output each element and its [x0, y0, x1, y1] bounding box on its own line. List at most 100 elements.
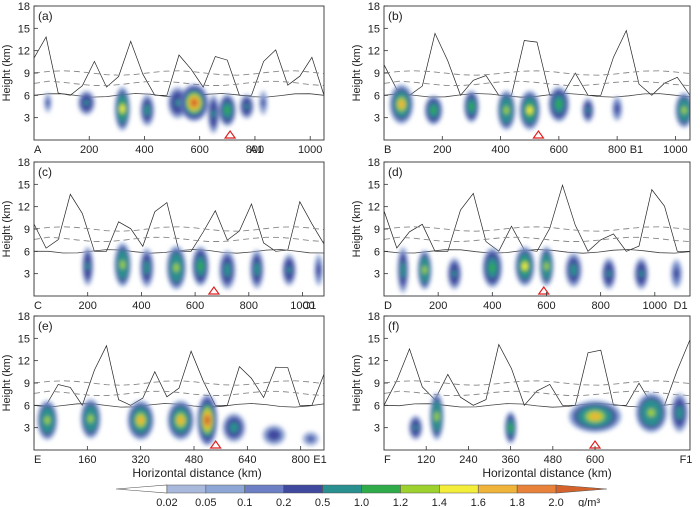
- precip-cell-mark: [681, 106, 687, 114]
- colorbar-swatch: [400, 484, 440, 494]
- precip-cell-mark: [224, 106, 230, 114]
- y-tick-label: 3: [374, 269, 380, 281]
- colorbar-tick-label: 0.2: [276, 497, 291, 507]
- y-tick-label: 18: [18, 157, 30, 169]
- isotherm-dashed-line: [34, 70, 324, 76]
- colorbar-swatch: [477, 484, 518, 494]
- y-axis-label: Height (km): [351, 45, 363, 102]
- x-tick-label: 400: [135, 144, 153, 156]
- precip-cell-mark: [555, 100, 562, 108]
- y-tick-label: 15: [368, 179, 380, 191]
- x-tick-label: 1000: [290, 300, 314, 312]
- panel-label: (e): [38, 319, 53, 333]
- isotherm-dashed-line: [34, 390, 324, 397]
- x-tick-label: 1000: [643, 300, 667, 312]
- precip-cell-mark: [204, 415, 211, 426]
- precip-cell-mark: [177, 416, 185, 425]
- precip-cell-mark: [638, 270, 644, 278]
- y-tick-label: 18: [18, 1, 30, 13]
- x-tick-label: 480: [185, 454, 203, 466]
- panel-label: (a): [38, 9, 53, 23]
- colorbar: 0.02 0.05 0.1 0.2 0.5 1.0 1.2 1.4 1.6 1.8 2.0 g/m³: [115, 484, 608, 507]
- colorbar-swatch: [115, 484, 168, 494]
- colorbar-tick-label: 1.0: [354, 497, 369, 507]
- precip-cell-mark: [674, 270, 679, 277]
- x-tick-label: 600: [586, 454, 604, 466]
- colorbar-swatch: [166, 484, 207, 494]
- y-tick-label: 6: [24, 90, 30, 102]
- y-tick-label: 18: [368, 311, 380, 323]
- y-tick-label: 18: [368, 157, 380, 169]
- panel-label: (c): [38, 165, 52, 179]
- panel-label: (d): [388, 165, 403, 179]
- precip-cell-mark: [606, 270, 612, 278]
- section-end-label: E1: [313, 454, 326, 466]
- colorbar-tick-label: 0.5: [315, 497, 330, 507]
- precip-cell-mark: [119, 104, 125, 114]
- x-tick-label: 160: [78, 454, 96, 466]
- x-tick-label: 480: [544, 454, 562, 466]
- precip-cell-mark: [137, 416, 145, 425]
- y-tick-label: 12: [18, 46, 30, 58]
- cloud-outline-contour: [384, 184, 690, 292]
- precip-cell-mark: [585, 107, 591, 114]
- precip-cell-mark: [503, 106, 510, 115]
- isotherm-dashed-line: [384, 236, 690, 243]
- precip-cell-mark: [173, 263, 180, 273]
- plot-frame: [33, 5, 325, 141]
- section-end-label: B1: [630, 144, 643, 156]
- x-tick-label: 320: [131, 454, 149, 466]
- x-tick-label: 1000: [663, 144, 687, 156]
- colorbar-swatch: [205, 484, 246, 494]
- panel-b: (b) 3 6 9 12 15 18 Height (km) 200 400 600 800 1000 B…: [351, 1, 691, 156]
- y-tick-label: 15: [368, 333, 380, 345]
- y-axis-label: Height (km): [1, 201, 13, 258]
- precip-cell-mark: [589, 413, 601, 420]
- precip-cell-mark: [45, 100, 50, 106]
- colorbar-tick-label: 1.6: [471, 497, 486, 507]
- precip-cell-mark: [430, 106, 437, 114]
- y-tick-label: 18: [18, 311, 30, 323]
- precip-cell-mark: [316, 266, 321, 274]
- x-tick-label: 1000: [298, 144, 322, 156]
- precip-cell-mark: [413, 424, 419, 431]
- y-tick-label: 9: [24, 224, 30, 236]
- precip-cell-mark: [526, 106, 533, 115]
- y-tick-label: 6: [24, 400, 30, 412]
- precip-cell-mark: [422, 265, 428, 275]
- x-tick-label: 400: [483, 300, 501, 312]
- y-tick-label: 6: [374, 400, 380, 412]
- section-end-label: A1: [250, 144, 263, 156]
- precip-cell-mark: [144, 106, 150, 114]
- precip-cell-mark: [452, 270, 457, 278]
- precip-cell-mark: [254, 265, 260, 274]
- y-tick-label: 3: [24, 113, 30, 125]
- precip-cell-mark: [676, 408, 683, 417]
- section-start-label: C: [34, 300, 42, 312]
- section-end-label: F1: [680, 454, 693, 466]
- colorbar-swatch: [361, 484, 401, 494]
- colorbar-swatch: [283, 484, 323, 494]
- y-tick-label: 15: [18, 333, 30, 345]
- x-tick-label: 800: [591, 300, 609, 312]
- storm-center-marker: [532, 129, 545, 139]
- precip-cell-mark: [544, 262, 549, 271]
- section-start-label: B: [384, 144, 391, 156]
- storm-center-marker: [207, 285, 221, 295]
- x-tick-label: 360: [501, 454, 519, 466]
- x-tick-label: 800: [291, 454, 309, 466]
- precip-cell-mark: [230, 424, 238, 431]
- y-axis-label: Height (km): [1, 45, 13, 102]
- isotherm-dashed-line: [34, 380, 324, 386]
- precip-cell-mark: [468, 103, 474, 110]
- precip-cell-mark: [570, 266, 577, 274]
- x-tick-label: 200: [80, 144, 98, 156]
- section-start-label: E: [34, 454, 41, 466]
- isotherm-dashed-line: [384, 226, 690, 232]
- precip-cell-mark: [211, 109, 216, 119]
- precip-cell-mark: [615, 105, 620, 112]
- precip-cell-mark: [197, 262, 204, 271]
- precip-cell-mark: [87, 414, 94, 423]
